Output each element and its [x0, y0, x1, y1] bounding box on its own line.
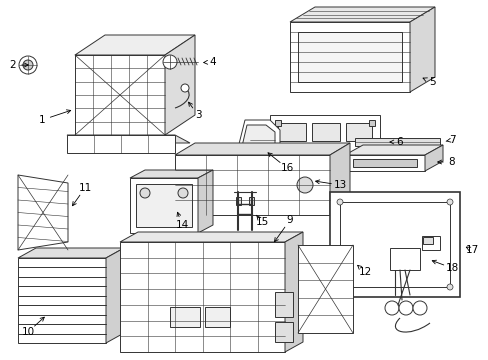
Bar — [346, 123, 371, 141]
Polygon shape — [120, 232, 303, 242]
Text: 8: 8 — [448, 157, 454, 167]
Polygon shape — [424, 145, 442, 171]
Circle shape — [412, 301, 426, 315]
Text: 7: 7 — [448, 135, 454, 145]
Bar — [421, 236, 439, 250]
Polygon shape — [18, 175, 68, 250]
Bar — [422, 237, 432, 244]
Bar — [311, 145, 339, 161]
Bar — [274, 322, 292, 342]
Text: 16: 16 — [280, 163, 293, 173]
Text: 14: 14 — [175, 220, 188, 230]
Bar — [269, 115, 379, 170]
Bar — [236, 197, 241, 205]
Polygon shape — [18, 248, 124, 258]
Bar — [389, 248, 419, 270]
Polygon shape — [106, 248, 124, 343]
Text: 5: 5 — [428, 77, 434, 87]
Polygon shape — [285, 232, 303, 352]
Bar — [67, 135, 175, 153]
Text: 2: 2 — [10, 60, 16, 70]
Bar — [297, 245, 352, 333]
Bar — [274, 120, 281, 126]
Bar — [130, 178, 198, 233]
Polygon shape — [75, 35, 195, 55]
Bar — [354, 138, 439, 146]
Polygon shape — [235, 120, 280, 160]
Polygon shape — [198, 170, 213, 233]
Polygon shape — [175, 143, 349, 155]
Bar — [248, 197, 253, 205]
Polygon shape — [329, 143, 349, 215]
Polygon shape — [409, 7, 434, 92]
Bar — [278, 145, 305, 161]
Circle shape — [181, 84, 189, 92]
Polygon shape — [67, 135, 190, 143]
Bar — [136, 184, 192, 227]
Polygon shape — [164, 35, 195, 135]
Text: 13: 13 — [333, 180, 346, 190]
Circle shape — [336, 199, 342, 205]
Text: 4: 4 — [209, 57, 216, 67]
Text: 18: 18 — [445, 263, 458, 273]
Bar — [170, 307, 200, 327]
Circle shape — [192, 177, 207, 193]
Bar — [339, 202, 449, 287]
Bar — [297, 32, 401, 82]
Bar — [329, 192, 459, 297]
Circle shape — [296, 177, 312, 193]
Text: 11: 11 — [78, 183, 91, 193]
Text: 15: 15 — [255, 217, 268, 227]
Circle shape — [140, 188, 150, 198]
Bar — [274, 292, 292, 317]
Bar — [368, 120, 374, 126]
Text: 3: 3 — [194, 110, 201, 120]
Circle shape — [384, 301, 398, 315]
Circle shape — [336, 284, 342, 290]
Circle shape — [446, 199, 452, 205]
Circle shape — [163, 55, 177, 69]
Bar — [204, 307, 229, 327]
Bar — [311, 123, 339, 141]
Text: 10: 10 — [21, 327, 35, 337]
Bar — [120, 242, 285, 352]
Bar — [175, 155, 329, 215]
Text: 1: 1 — [39, 115, 45, 125]
Circle shape — [23, 60, 33, 70]
Text: 6: 6 — [396, 137, 403, 147]
Text: 17: 17 — [465, 245, 478, 255]
Bar — [289, 22, 409, 92]
Text: 9: 9 — [286, 215, 293, 225]
Polygon shape — [345, 145, 442, 155]
Bar — [18, 258, 106, 343]
Circle shape — [19, 56, 37, 74]
Polygon shape — [240, 125, 274, 155]
Polygon shape — [130, 170, 213, 178]
Text: 12: 12 — [358, 267, 371, 277]
Polygon shape — [289, 7, 434, 22]
Circle shape — [446, 284, 452, 290]
Circle shape — [178, 188, 187, 198]
Circle shape — [398, 301, 412, 315]
Polygon shape — [75, 55, 164, 135]
Bar — [278, 123, 305, 141]
Bar — [352, 159, 416, 167]
Bar — [345, 155, 424, 171]
